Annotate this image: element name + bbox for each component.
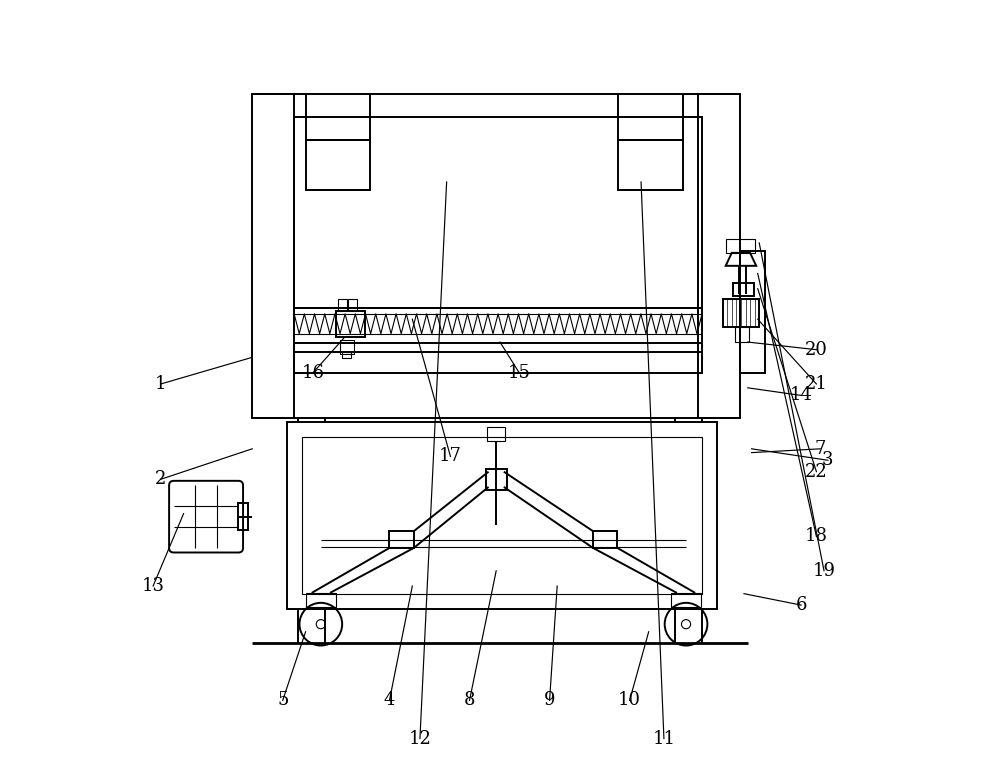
Text: 7: 7 bbox=[815, 440, 826, 458]
Bar bbox=[287, 422, 717, 609]
Bar bbox=[487, 428, 505, 441]
Bar bbox=[306, 140, 370, 190]
Bar bbox=[294, 308, 702, 372]
Text: 1: 1 bbox=[155, 375, 166, 393]
Text: 2: 2 bbox=[155, 470, 166, 488]
Text: 12: 12 bbox=[409, 730, 431, 747]
Bar bbox=[252, 94, 294, 419]
Bar bbox=[348, 300, 357, 311]
Text: 22: 22 bbox=[805, 462, 828, 481]
Bar bbox=[735, 327, 749, 342]
Bar bbox=[726, 239, 755, 253]
Text: 15: 15 bbox=[508, 363, 530, 382]
Text: 4: 4 bbox=[384, 691, 395, 710]
Text: 10: 10 bbox=[618, 691, 641, 710]
Bar bbox=[342, 352, 351, 358]
Text: 5: 5 bbox=[277, 691, 288, 710]
Bar bbox=[306, 593, 336, 607]
Bar bbox=[338, 300, 347, 311]
Bar bbox=[698, 94, 740, 419]
Bar bbox=[671, 593, 701, 607]
Bar bbox=[336, 311, 365, 336]
Text: 9: 9 bbox=[544, 691, 555, 710]
Bar bbox=[340, 339, 354, 353]
Text: 8: 8 bbox=[464, 691, 475, 710]
Bar bbox=[302, 437, 702, 594]
Text: 14: 14 bbox=[790, 386, 813, 405]
Bar bbox=[618, 140, 683, 190]
Bar bbox=[740, 250, 765, 372]
Text: 20: 20 bbox=[805, 341, 828, 359]
Text: 3: 3 bbox=[822, 452, 834, 469]
Bar bbox=[733, 283, 754, 296]
Text: 11: 11 bbox=[652, 730, 675, 747]
Text: 16: 16 bbox=[302, 363, 325, 382]
Bar bbox=[389, 531, 414, 548]
Text: 21: 21 bbox=[805, 375, 828, 393]
Text: 18: 18 bbox=[805, 528, 828, 545]
Bar bbox=[486, 468, 507, 490]
Text: 13: 13 bbox=[142, 577, 165, 595]
Text: 6: 6 bbox=[795, 596, 807, 614]
Text: 17: 17 bbox=[439, 448, 462, 465]
Bar bbox=[723, 300, 759, 327]
Bar bbox=[294, 118, 702, 308]
Bar bbox=[593, 531, 617, 548]
Text: 19: 19 bbox=[813, 562, 836, 580]
Bar bbox=[238, 503, 248, 531]
